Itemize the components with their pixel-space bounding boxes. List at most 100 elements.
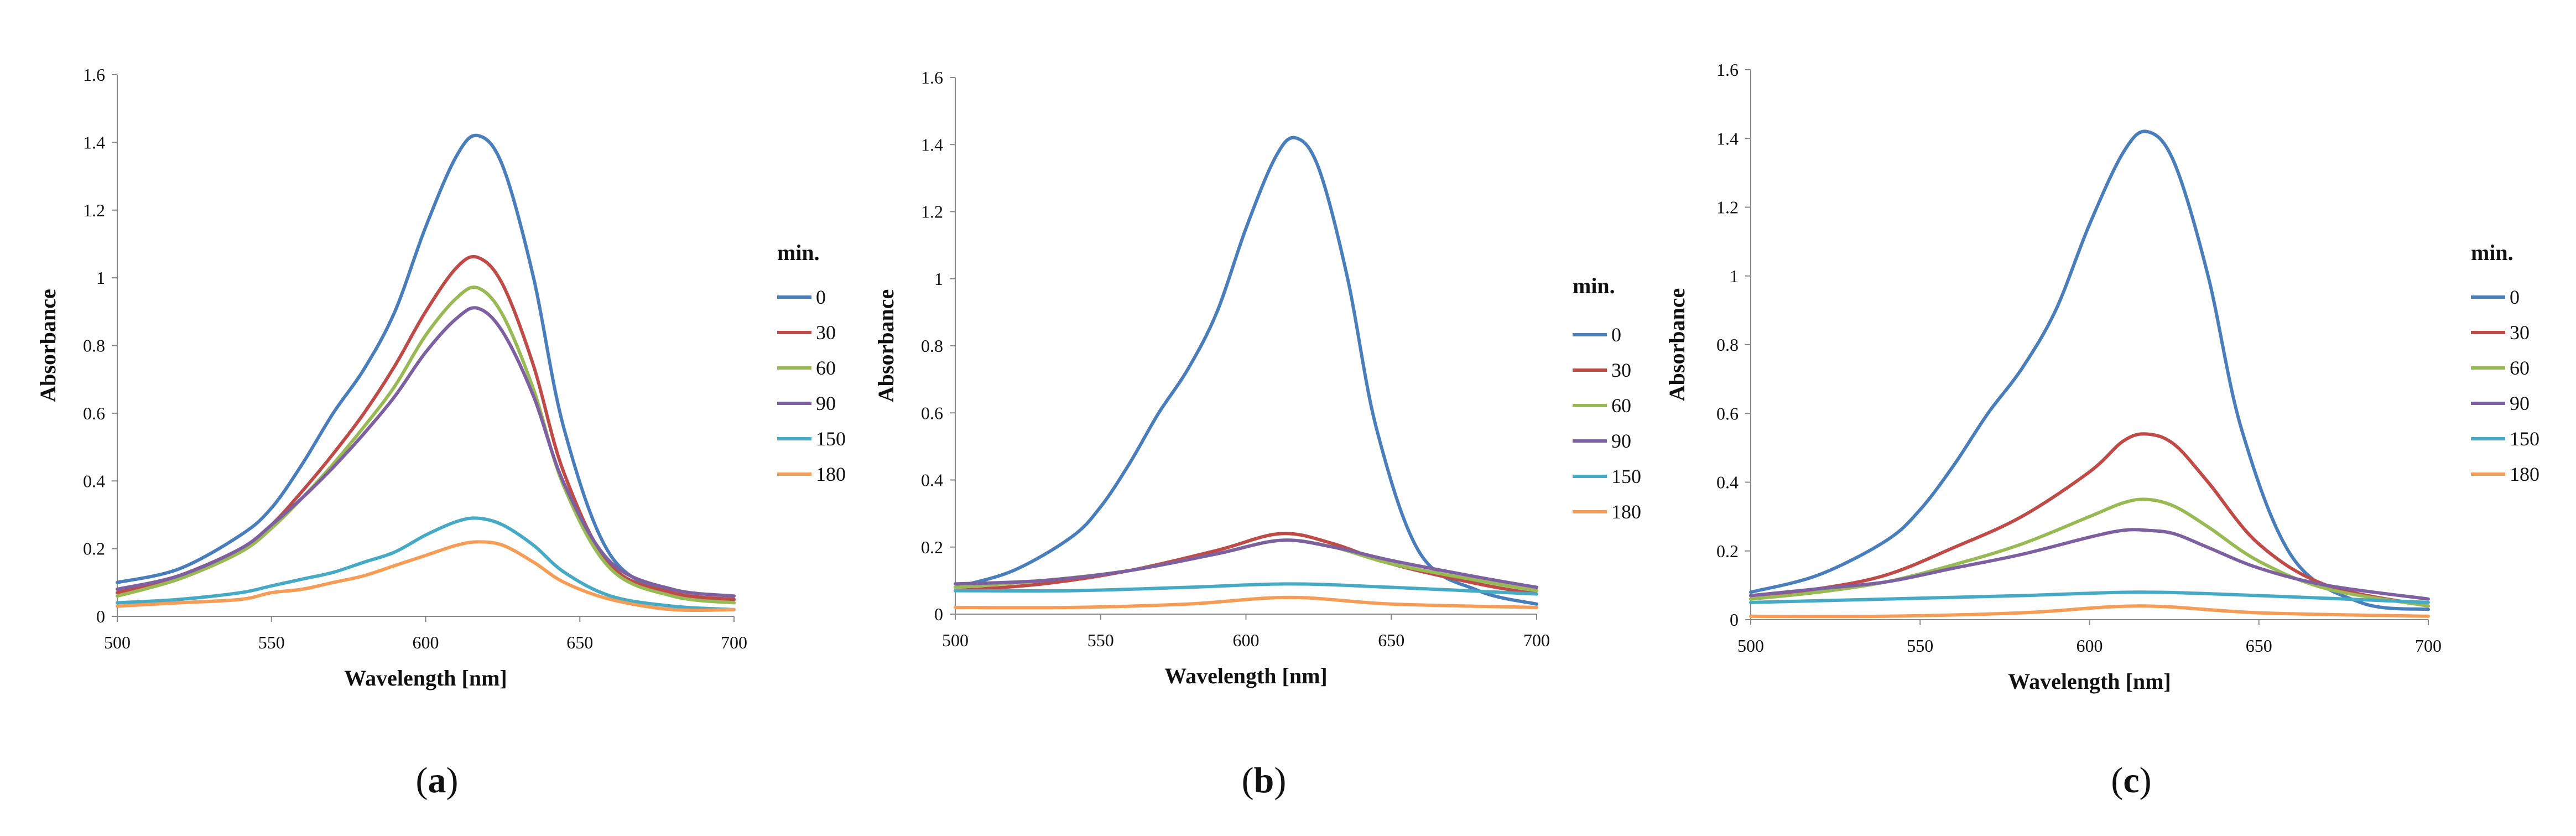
series-line-0-min <box>954 136 1538 606</box>
series-line-90-min <box>116 306 736 598</box>
series-line-180-min <box>1749 604 2430 619</box>
y-tick-label: 1.4 <box>1716 128 1739 148</box>
x-tick-label: 700 <box>1523 630 1550 650</box>
y-tick-label: 0.4 <box>1716 472 1739 492</box>
series-line-180-min <box>116 540 736 612</box>
legend-label-0: 0 <box>816 286 826 308</box>
x-axis-title: Wavelength [nm] <box>344 666 507 690</box>
series-line-90-min <box>954 538 1538 589</box>
series-line-150-min <box>954 582 1538 596</box>
y-tick-label: 1.4 <box>921 134 943 154</box>
series-line-60-min <box>1749 497 2430 608</box>
y-tick-label: 0.8 <box>921 336 943 356</box>
x-axis-title: Wavelength [nm] <box>2008 669 2171 694</box>
y-tick-label: 1.2 <box>921 202 943 222</box>
caption-paren-open: ( <box>1242 760 1254 801</box>
y-tick-label: 1 <box>1730 266 1739 286</box>
y-tick-label: 1.4 <box>83 132 105 152</box>
y-tick-label: 0 <box>934 604 943 624</box>
x-tick-label: 550 <box>1907 636 1933 656</box>
legend-label-30: 30 <box>1611 359 1631 381</box>
panel-caption: (b) <box>1242 760 1287 801</box>
x-tick-label: 650 <box>1378 630 1404 650</box>
y-tick-label: 0.8 <box>1716 335 1739 355</box>
x-tick-label: 600 <box>413 632 439 652</box>
y-tick-label: 1 <box>934 269 943 289</box>
x-tick-label: 600 <box>1233 630 1260 650</box>
y-tick-label: 0.6 <box>83 403 105 423</box>
caption-letter: b <box>1254 760 1274 801</box>
y-tick-label: 0.4 <box>83 471 105 491</box>
caption-paren-close: ) <box>1274 760 1286 801</box>
legend-label-150: 150 <box>816 428 846 450</box>
y-axis-title: Absorbance <box>1664 288 1689 401</box>
legend-label-150: 150 <box>1611 465 1641 487</box>
x-tick-label: 650 <box>566 632 593 652</box>
caption-paren-open: ( <box>2111 760 2123 801</box>
x-tick-label: 550 <box>1087 630 1114 650</box>
x-tick-label: 700 <box>721 632 747 652</box>
series-line-30-min <box>116 255 736 601</box>
caption-paren-open: ( <box>416 760 428 801</box>
y-tick-label: 0.4 <box>921 470 943 490</box>
y-tick-label: 0.2 <box>83 539 105 559</box>
legend-title: min. <box>777 240 820 265</box>
x-tick-label: 500 <box>104 632 131 652</box>
x-tick-label: 650 <box>2246 636 2272 656</box>
series-line-30-min <box>1749 432 2430 608</box>
series-line-90-min <box>1749 528 2430 601</box>
caption-letter: a <box>428 760 446 801</box>
legend-title: min. <box>2471 240 2513 265</box>
y-axis-title: Absorbance <box>35 289 60 402</box>
y-tick-label: 0 <box>1730 610 1739 630</box>
y-tick-label: 1.6 <box>1716 60 1739 80</box>
series-line-0-min <box>1749 129 2430 611</box>
x-axis-title: Wavelength [nm] <box>1164 663 1327 688</box>
series-line-180-min <box>954 595 1538 610</box>
legend-label-150: 150 <box>2510 428 2539 450</box>
caption-paren-close: ) <box>446 760 459 801</box>
series-line-0-min <box>116 133 736 601</box>
y-tick-label: 1.2 <box>83 200 105 220</box>
y-axis-title: Absorbance <box>873 289 898 402</box>
series-line-30-min <box>954 532 1538 596</box>
x-tick-label: 600 <box>2077 636 2103 656</box>
y-tick-label: 0.2 <box>1716 541 1739 561</box>
panel-caption: (c) <box>2111 760 2151 801</box>
series-line-150-min <box>1749 590 2430 604</box>
legend-label-0: 0 <box>1611 324 1621 346</box>
panel-caption: (a) <box>416 760 459 801</box>
legend-label-30: 30 <box>816 321 836 344</box>
legend-label-180: 180 <box>816 463 846 485</box>
y-tick-label: 0.2 <box>921 537 943 557</box>
legend-label-0: 0 <box>2510 286 2520 308</box>
series-line-60-min <box>116 285 736 605</box>
y-tick-label: 0.6 <box>921 403 943 423</box>
legend-label-180: 180 <box>1611 501 1641 523</box>
legend-label-90: 90 <box>816 392 836 414</box>
legend-label-30: 30 <box>2510 321 2530 344</box>
x-tick-label: 500 <box>942 630 969 650</box>
y-tick-label: 1 <box>96 268 105 288</box>
y-tick-label: 0.6 <box>1716 403 1739 423</box>
y-tick-label: 1.2 <box>1716 198 1739 217</box>
legend-label-60: 60 <box>2510 357 2530 379</box>
legend-label-60: 60 <box>1611 394 1631 417</box>
y-tick-label: 0.8 <box>83 336 105 356</box>
legend-label-90: 90 <box>1611 430 1631 452</box>
x-tick-label: 700 <box>2415 636 2442 656</box>
legend-label-180: 180 <box>2510 463 2539 485</box>
y-tick-label: 1.6 <box>83 65 105 85</box>
caption-letter: c <box>2123 760 2139 801</box>
y-tick-label: 0 <box>96 606 105 626</box>
x-tick-label: 550 <box>258 632 285 652</box>
caption-paren-close: ) <box>2140 760 2152 801</box>
x-tick-label: 500 <box>1737 636 1764 656</box>
legend-label-60: 60 <box>816 357 836 379</box>
legend-label-90: 90 <box>2510 392 2530 414</box>
y-tick-label: 1.6 <box>921 67 943 87</box>
series-line-150-min <box>116 516 736 611</box>
